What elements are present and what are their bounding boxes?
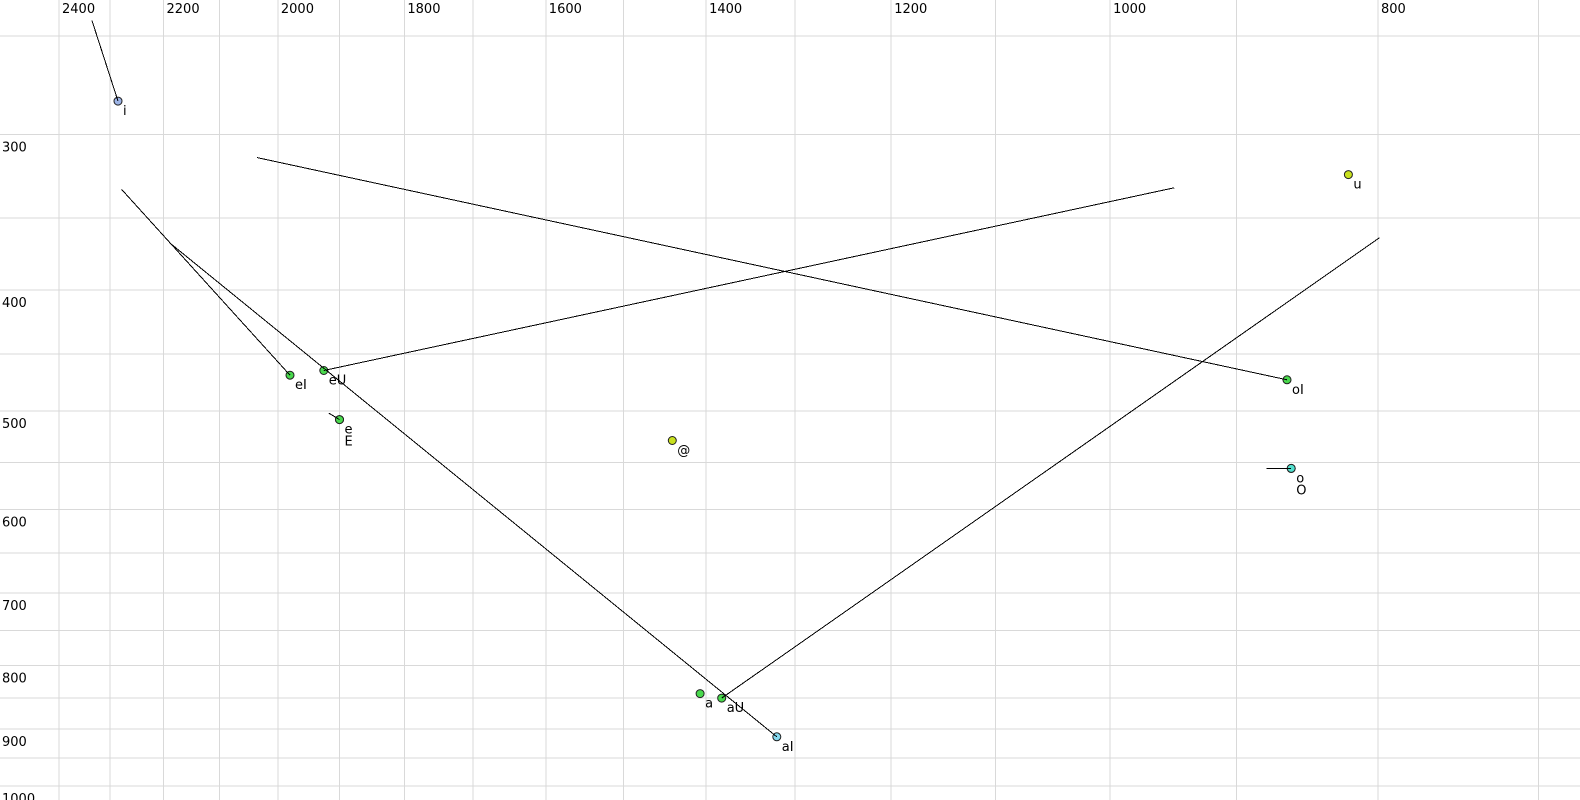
glide-line-oI: [256, 157, 1288, 381]
vowel-label-E: E: [345, 435, 353, 450]
vowel-point-u: [1343, 170, 1353, 180]
glide-line-aU: [721, 237, 1380, 699]
vowel-point-a: [695, 689, 705, 699]
x-axis-tick-label: 1200: [894, 2, 927, 17]
x-axis-tick-label: 2200: [167, 2, 200, 17]
vowel-label-aU: aU: [727, 701, 744, 716]
vowel-label-u: u: [1353, 178, 1361, 193]
vowel-label-oI: oI: [1292, 383, 1304, 398]
vowel-label-i: i: [123, 104, 127, 119]
vowel-label-@: @: [677, 444, 690, 459]
y-axis-tick-label: 700: [2, 599, 27, 614]
x-axis-tick-label: 800: [1381, 2, 1406, 17]
vowel-label-o: o: [1296, 471, 1304, 486]
glide-line-aI: [168, 241, 778, 738]
vowel-label-a: a: [705, 697, 713, 712]
y-axis-tick-label: 600: [2, 516, 27, 531]
vowel-point-@: [667, 436, 677, 445]
y-axis-tick-label: 800: [2, 671, 27, 686]
y-axis-tick-label: 500: [2, 417, 27, 432]
vowel-label-e: e: [345, 423, 353, 438]
x-axis-tick-label: 1400: [709, 2, 742, 17]
y-axis-tick-label: 400: [2, 296, 27, 311]
y-axis-tick-label: 300: [2, 141, 27, 156]
glide-line-eU: [323, 187, 1175, 371]
y-axis-tick-label: 900: [2, 735, 27, 750]
vowel-label-eI: eI: [295, 378, 307, 393]
glide-line-i: [91, 20, 119, 102]
y-axis-tick-label: 1000: [2, 792, 35, 800]
glide-line-eI: [121, 189, 291, 376]
vowel-label-O: O: [1296, 483, 1306, 498]
x-axis-tick-label: 1600: [549, 2, 582, 17]
x-axis-tick-label: 2000: [281, 2, 314, 17]
vowel-label-eU: eU: [329, 374, 347, 389]
x-axis-tick-label: 1000: [1113, 2, 1146, 17]
glide-line-e: [328, 412, 340, 421]
x-axis-tick-label: 1800: [407, 2, 440, 17]
x-axis-tick-label: 2400: [62, 2, 95, 17]
vowel-label-aI: aI: [782, 740, 794, 755]
